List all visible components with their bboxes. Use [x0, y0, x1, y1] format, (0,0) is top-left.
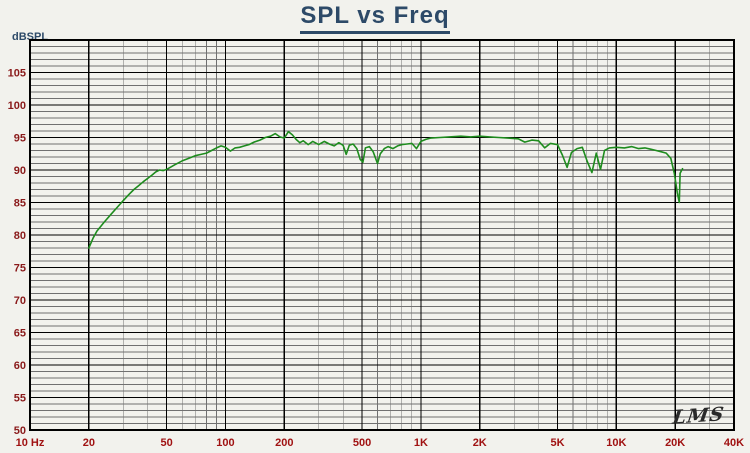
y-tick-label: 100: [8, 100, 26, 112]
x-tick-label: 100: [216, 437, 234, 449]
plot-border: [29, 39, 735, 431]
x-tick-label: 50: [160, 437, 172, 449]
title-row: SPL vs Freq: [0, 2, 750, 34]
y-tick-label: 85: [14, 198, 26, 210]
x-tick-label: 1K: [414, 437, 428, 449]
y-axis-labels: 105 100 95 90 85 80 75 70 65 60 55 50: [8, 68, 26, 438]
spl-curve: [88, 130, 684, 249]
y-tick-label: 65: [14, 328, 26, 340]
y-tick-label: 50: [14, 425, 26, 437]
x-tick-label: 10K: [606, 437, 626, 449]
y-tick-label: 80: [14, 230, 26, 242]
x-tick-label: 40K: [724, 437, 744, 449]
x-tick-label: 200: [275, 437, 293, 449]
y-tick-label: 75: [14, 263, 26, 275]
x-tick-label: 500: [353, 437, 371, 449]
x-tick-label: 5K: [550, 437, 564, 449]
x-axis-labels: 10 Hz 20 50 100 200 500 1K 2K 5K 10K 20K 40K: [16, 437, 745, 449]
y-tick-label: 55: [14, 393, 26, 405]
y-tick-label: 95: [14, 133, 26, 145]
lms-logo: LMS: [670, 403, 726, 429]
x-tick-label: 20K: [665, 437, 685, 449]
x-tick-label: 10 Hz: [16, 437, 45, 449]
x-tick-label: 2K: [473, 437, 487, 449]
page-title: SPL vs Freq: [300, 2, 450, 34]
y-tick-label: 90: [14, 165, 26, 177]
y-tick-label: 105: [8, 68, 26, 80]
y-tick-label: 60: [14, 360, 26, 372]
x-tick-label: 20: [83, 437, 95, 449]
y-tick-label: 70: [14, 295, 26, 307]
